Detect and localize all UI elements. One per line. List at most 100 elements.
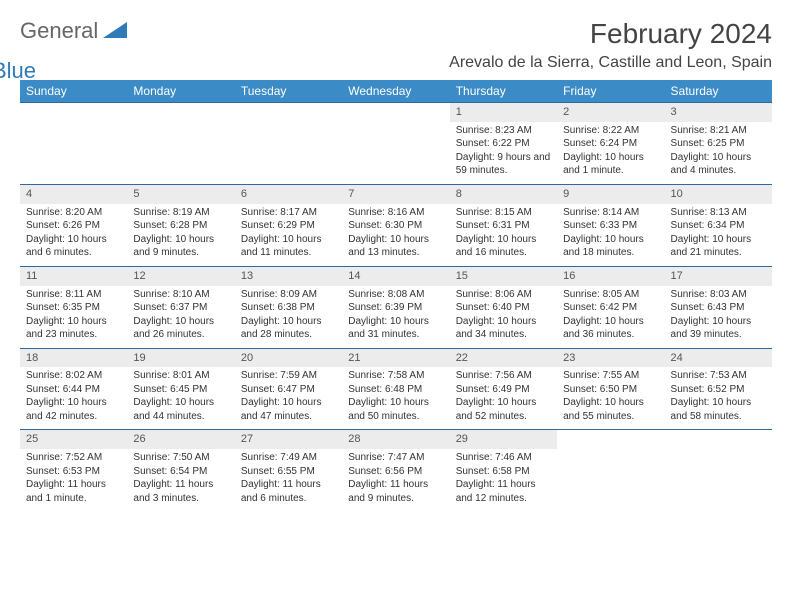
day-info-line: Sunrise: 8:08 AM [348,288,443,302]
day-info-line: Sunset: 6:26 PM [26,219,121,233]
calendar-day-cell: 3Sunrise: 8:21 AMSunset: 6:25 PMDaylight… [665,103,772,185]
day-number: 21 [342,349,449,368]
calendar-day-cell: 2Sunrise: 8:22 AMSunset: 6:24 PMDaylight… [557,103,664,185]
calendar-header-row: SundayMondayTuesdayWednesdayThursdayFrid… [20,80,772,103]
day-content: Sunrise: 8:11 AMSunset: 6:35 PMDaylight:… [20,286,127,348]
day-number: 8 [450,185,557,204]
calendar-day-cell: 28Sunrise: 7:47 AMSunset: 6:56 PMDayligh… [342,430,449,511]
day-info-line: Daylight: 11 hours and 1 minute. [26,478,121,505]
day-number: 26 [127,430,234,449]
day-info-line: Sunrise: 8:23 AM [456,124,551,138]
calendar-day-cell [20,103,127,185]
day-info-line: Sunrise: 8:11 AM [26,288,121,302]
day-info-line: Sunrise: 8:06 AM [456,288,551,302]
day-info-line: Sunrise: 7:56 AM [456,369,551,383]
day-content: Sunrise: 7:46 AMSunset: 6:58 PMDaylight:… [450,449,557,511]
day-number: 24 [665,349,772,368]
title-block: February 2024 Arevalo de la Sierra, Cast… [449,18,772,72]
day-info-line: Sunrise: 7:55 AM [563,369,658,383]
day-number: 1 [450,103,557,122]
day-info-line: Daylight: 11 hours and 6 minutes. [241,478,336,505]
day-info-line: Sunrise: 7:53 AM [671,369,766,383]
day-info-line: Sunset: 6:42 PM [563,301,658,315]
day-content: Sunrise: 7:58 AMSunset: 6:48 PMDaylight:… [342,367,449,429]
day-info-line: Sunset: 6:39 PM [348,301,443,315]
calendar-day-cell: 1Sunrise: 8:23 AMSunset: 6:22 PMDaylight… [450,103,557,185]
day-info-line: Sunset: 6:22 PM [456,137,551,151]
day-content [665,449,772,457]
weekday-header: Wednesday [342,80,449,103]
weekday-header: Friday [557,80,664,103]
day-content: Sunrise: 8:06 AMSunset: 6:40 PMDaylight:… [450,286,557,348]
day-info-line: Sunset: 6:48 PM [348,383,443,397]
day-info-line: Daylight: 10 hours and 1 minute. [563,151,658,178]
day-info-line: Sunrise: 8:19 AM [133,206,228,220]
day-content: Sunrise: 8:17 AMSunset: 6:29 PMDaylight:… [235,204,342,266]
day-content: Sunrise: 8:22 AMSunset: 6:24 PMDaylight:… [557,122,664,184]
calendar-day-cell: 16Sunrise: 8:05 AMSunset: 6:42 PMDayligh… [557,266,664,348]
day-content: Sunrise: 8:19 AMSunset: 6:28 PMDaylight:… [127,204,234,266]
day-info-line: Daylight: 10 hours and 47 minutes. [241,396,336,423]
day-info-line: Daylight: 10 hours and 13 minutes. [348,233,443,260]
day-info-line: Sunrise: 7:50 AM [133,451,228,465]
day-info-line: Daylight: 10 hours and 4 minutes. [671,151,766,178]
day-number: 13 [235,267,342,286]
day-number: 23 [557,349,664,368]
day-content: Sunrise: 8:09 AMSunset: 6:38 PMDaylight:… [235,286,342,348]
day-content: Sunrise: 8:05 AMSunset: 6:42 PMDaylight:… [557,286,664,348]
calendar-day-cell: 18Sunrise: 8:02 AMSunset: 6:44 PMDayligh… [20,348,127,430]
day-info-line: Sunset: 6:49 PM [456,383,551,397]
day-info-line: Sunrise: 8:02 AM [26,369,121,383]
day-info-line: Sunrise: 8:03 AM [671,288,766,302]
calendar-day-cell [557,430,664,511]
day-info-line: Daylight: 10 hours and 11 minutes. [241,233,336,260]
day-number [235,103,342,122]
day-content [235,122,342,130]
day-content: Sunrise: 8:23 AMSunset: 6:22 PMDaylight:… [450,122,557,184]
day-info-line: Sunset: 6:37 PM [133,301,228,315]
calendar-day-cell: 10Sunrise: 8:13 AMSunset: 6:34 PMDayligh… [665,184,772,266]
day-number: 5 [127,185,234,204]
day-number [665,430,772,449]
day-info-line: Daylight: 10 hours and 31 minutes. [348,315,443,342]
calendar-day-cell: 23Sunrise: 7:55 AMSunset: 6:50 PMDayligh… [557,348,664,430]
day-info-line: Daylight: 10 hours and 23 minutes. [26,315,121,342]
calendar-week-row: 4Sunrise: 8:20 AMSunset: 6:26 PMDaylight… [20,184,772,266]
calendar-day-cell: 25Sunrise: 7:52 AMSunset: 6:53 PMDayligh… [20,430,127,511]
weekday-header: Tuesday [235,80,342,103]
day-info-line: Sunset: 6:55 PM [241,465,336,479]
day-info-line: Sunset: 6:43 PM [671,301,766,315]
calendar-day-cell: 6Sunrise: 8:17 AMSunset: 6:29 PMDaylight… [235,184,342,266]
day-info-line: Sunset: 6:47 PM [241,383,336,397]
day-info-line: Daylight: 10 hours and 36 minutes. [563,315,658,342]
calendar-day-cell: 21Sunrise: 7:58 AMSunset: 6:48 PMDayligh… [342,348,449,430]
day-info-line: Sunset: 6:30 PM [348,219,443,233]
month-title: February 2024 [449,18,772,50]
day-info-line: Daylight: 10 hours and 21 minutes. [671,233,766,260]
calendar-week-row: 1Sunrise: 8:23 AMSunset: 6:22 PMDaylight… [20,103,772,185]
day-info-line: Sunset: 6:35 PM [26,301,121,315]
day-info-line: Sunset: 6:50 PM [563,383,658,397]
day-number: 3 [665,103,772,122]
calendar-day-cell [665,430,772,511]
day-number: 16 [557,267,664,286]
day-content: Sunrise: 7:56 AMSunset: 6:49 PMDaylight:… [450,367,557,429]
day-info-line: Daylight: 10 hours and 26 minutes. [133,315,228,342]
day-content [20,122,127,130]
day-number: 28 [342,430,449,449]
day-content: Sunrise: 8:15 AMSunset: 6:31 PMDaylight:… [450,204,557,266]
day-info-line: Daylight: 10 hours and 16 minutes. [456,233,551,260]
day-number: 12 [127,267,234,286]
day-content: Sunrise: 8:20 AMSunset: 6:26 PMDaylight:… [20,204,127,266]
day-number: 4 [20,185,127,204]
logo-text-general: General [20,18,98,43]
day-number: 19 [127,349,234,368]
day-info-line: Sunset: 6:52 PM [671,383,766,397]
day-info-line: Daylight: 10 hours and 28 minutes. [241,315,336,342]
day-info-line: Sunset: 6:33 PM [563,219,658,233]
calendar-day-cell: 26Sunrise: 7:50 AMSunset: 6:54 PMDayligh… [127,430,234,511]
day-info-line: Daylight: 10 hours and 9 minutes. [133,233,228,260]
day-info-line: Daylight: 11 hours and 9 minutes. [348,478,443,505]
day-content: Sunrise: 8:08 AMSunset: 6:39 PMDaylight:… [342,286,449,348]
day-info-line: Daylight: 9 hours and 59 minutes. [456,151,551,178]
